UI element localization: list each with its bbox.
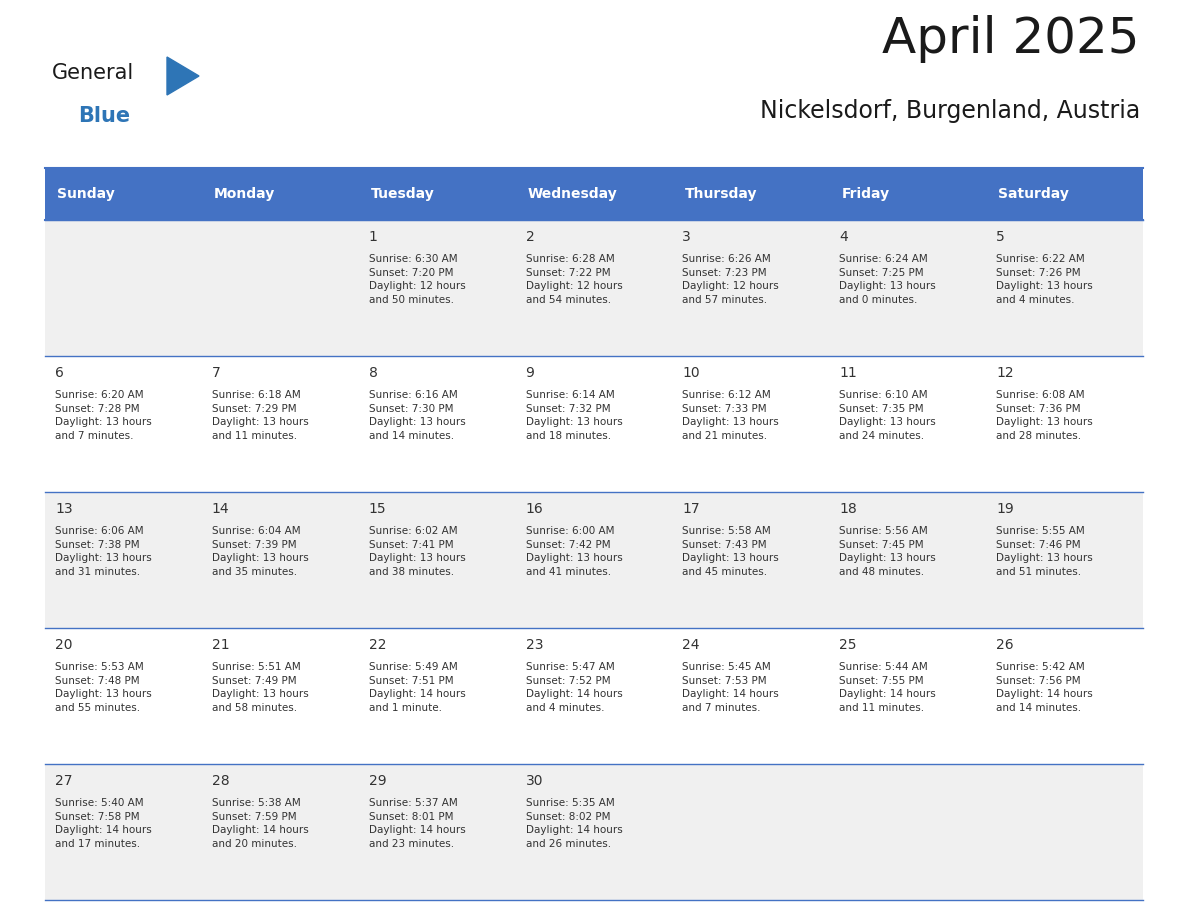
Text: 3: 3 xyxy=(682,230,691,244)
Text: Sunrise: 6:24 AM
Sunset: 7:25 PM
Daylight: 13 hours
and 0 minutes.: Sunrise: 6:24 AM Sunset: 7:25 PM Dayligh… xyxy=(839,254,936,305)
Text: Sunrise: 5:53 AM
Sunset: 7:48 PM
Daylight: 13 hours
and 55 minutes.: Sunrise: 5:53 AM Sunset: 7:48 PM Dayligh… xyxy=(55,662,152,712)
Text: Sunrise: 6:12 AM
Sunset: 7:33 PM
Daylight: 13 hours
and 21 minutes.: Sunrise: 6:12 AM Sunset: 7:33 PM Dayligh… xyxy=(682,390,779,441)
Text: 19: 19 xyxy=(997,502,1013,516)
Text: Tuesday: Tuesday xyxy=(371,187,435,201)
Text: 21: 21 xyxy=(211,638,229,652)
Text: Thursday: Thursday xyxy=(684,187,757,201)
Text: Monday: Monday xyxy=(214,187,276,201)
Text: 4: 4 xyxy=(839,230,848,244)
Text: 18: 18 xyxy=(839,502,857,516)
Text: General: General xyxy=(52,63,134,83)
Bar xyxy=(45,168,1143,220)
Text: Sunrise: 5:49 AM
Sunset: 7:51 PM
Daylight: 14 hours
and 1 minute.: Sunrise: 5:49 AM Sunset: 7:51 PM Dayligh… xyxy=(368,662,466,712)
Text: Sunrise: 5:44 AM
Sunset: 7:55 PM
Daylight: 14 hours
and 11 minutes.: Sunrise: 5:44 AM Sunset: 7:55 PM Dayligh… xyxy=(839,662,936,712)
Text: 5: 5 xyxy=(997,230,1005,244)
Text: April 2025: April 2025 xyxy=(883,15,1140,63)
Text: 1: 1 xyxy=(368,230,378,244)
Text: Sunrise: 5:47 AM
Sunset: 7:52 PM
Daylight: 14 hours
and 4 minutes.: Sunrise: 5:47 AM Sunset: 7:52 PM Dayligh… xyxy=(525,662,623,712)
Text: Sunrise: 6:26 AM
Sunset: 7:23 PM
Daylight: 12 hours
and 57 minutes.: Sunrise: 6:26 AM Sunset: 7:23 PM Dayligh… xyxy=(682,254,779,305)
Text: Sunrise: 6:30 AM
Sunset: 7:20 PM
Daylight: 12 hours
and 50 minutes.: Sunrise: 6:30 AM Sunset: 7:20 PM Dayligh… xyxy=(368,254,466,305)
Bar xyxy=(45,356,1143,492)
Text: Saturday: Saturday xyxy=(998,187,1069,201)
Text: 10: 10 xyxy=(682,366,700,380)
Text: Sunrise: 5:45 AM
Sunset: 7:53 PM
Daylight: 14 hours
and 7 minutes.: Sunrise: 5:45 AM Sunset: 7:53 PM Dayligh… xyxy=(682,662,779,712)
Text: Sunrise: 5:58 AM
Sunset: 7:43 PM
Daylight: 13 hours
and 45 minutes.: Sunrise: 5:58 AM Sunset: 7:43 PM Dayligh… xyxy=(682,526,779,577)
Text: Sunrise: 6:18 AM
Sunset: 7:29 PM
Daylight: 13 hours
and 11 minutes.: Sunrise: 6:18 AM Sunset: 7:29 PM Dayligh… xyxy=(211,390,309,441)
Text: Nickelsdorf, Burgenland, Austria: Nickelsdorf, Burgenland, Austria xyxy=(760,99,1140,123)
Text: 9: 9 xyxy=(525,366,535,380)
Text: 26: 26 xyxy=(997,638,1013,652)
Text: Sunrise: 6:16 AM
Sunset: 7:30 PM
Daylight: 13 hours
and 14 minutes.: Sunrise: 6:16 AM Sunset: 7:30 PM Dayligh… xyxy=(368,390,466,441)
Text: Sunrise: 6:22 AM
Sunset: 7:26 PM
Daylight: 13 hours
and 4 minutes.: Sunrise: 6:22 AM Sunset: 7:26 PM Dayligh… xyxy=(997,254,1093,305)
Text: Sunrise: 6:20 AM
Sunset: 7:28 PM
Daylight: 13 hours
and 7 minutes.: Sunrise: 6:20 AM Sunset: 7:28 PM Dayligh… xyxy=(55,390,152,441)
Text: Sunrise: 5:38 AM
Sunset: 7:59 PM
Daylight: 14 hours
and 20 minutes.: Sunrise: 5:38 AM Sunset: 7:59 PM Dayligh… xyxy=(211,798,309,849)
Text: 6: 6 xyxy=(55,366,64,380)
Text: 14: 14 xyxy=(211,502,229,516)
Text: 7: 7 xyxy=(211,366,221,380)
Text: 8: 8 xyxy=(368,366,378,380)
Bar xyxy=(45,220,1143,356)
Text: Sunrise: 5:35 AM
Sunset: 8:02 PM
Daylight: 14 hours
and 26 minutes.: Sunrise: 5:35 AM Sunset: 8:02 PM Dayligh… xyxy=(525,798,623,849)
Text: 22: 22 xyxy=(368,638,386,652)
Bar xyxy=(45,764,1143,900)
Text: 2: 2 xyxy=(525,230,535,244)
Text: 23: 23 xyxy=(525,638,543,652)
Text: Sunrise: 5:42 AM
Sunset: 7:56 PM
Daylight: 14 hours
and 14 minutes.: Sunrise: 5:42 AM Sunset: 7:56 PM Dayligh… xyxy=(997,662,1093,712)
Text: 30: 30 xyxy=(525,774,543,788)
Text: Blue: Blue xyxy=(78,106,131,126)
Text: 16: 16 xyxy=(525,502,543,516)
Text: Sunrise: 6:04 AM
Sunset: 7:39 PM
Daylight: 13 hours
and 35 minutes.: Sunrise: 6:04 AM Sunset: 7:39 PM Dayligh… xyxy=(211,526,309,577)
Text: 29: 29 xyxy=(368,774,386,788)
Text: Sunrise: 6:08 AM
Sunset: 7:36 PM
Daylight: 13 hours
and 28 minutes.: Sunrise: 6:08 AM Sunset: 7:36 PM Dayligh… xyxy=(997,390,1093,441)
Text: Sunrise: 6:28 AM
Sunset: 7:22 PM
Daylight: 12 hours
and 54 minutes.: Sunrise: 6:28 AM Sunset: 7:22 PM Dayligh… xyxy=(525,254,623,305)
Text: Sunrise: 5:51 AM
Sunset: 7:49 PM
Daylight: 13 hours
and 58 minutes.: Sunrise: 5:51 AM Sunset: 7:49 PM Dayligh… xyxy=(211,662,309,712)
Text: Sunrise: 6:00 AM
Sunset: 7:42 PM
Daylight: 13 hours
and 41 minutes.: Sunrise: 6:00 AM Sunset: 7:42 PM Dayligh… xyxy=(525,526,623,577)
Text: Sunrise: 6:14 AM
Sunset: 7:32 PM
Daylight: 13 hours
and 18 minutes.: Sunrise: 6:14 AM Sunset: 7:32 PM Dayligh… xyxy=(525,390,623,441)
Bar xyxy=(45,492,1143,628)
Polygon shape xyxy=(168,57,200,95)
Bar xyxy=(45,628,1143,764)
Text: 28: 28 xyxy=(211,774,229,788)
Text: Sunrise: 5:40 AM
Sunset: 7:58 PM
Daylight: 14 hours
and 17 minutes.: Sunrise: 5:40 AM Sunset: 7:58 PM Dayligh… xyxy=(55,798,152,849)
Text: 17: 17 xyxy=(682,502,700,516)
Text: Wednesday: Wednesday xyxy=(527,187,618,201)
Text: 13: 13 xyxy=(55,502,72,516)
Text: 11: 11 xyxy=(839,366,857,380)
Text: Sunrise: 6:06 AM
Sunset: 7:38 PM
Daylight: 13 hours
and 31 minutes.: Sunrise: 6:06 AM Sunset: 7:38 PM Dayligh… xyxy=(55,526,152,577)
Text: Sunrise: 5:56 AM
Sunset: 7:45 PM
Daylight: 13 hours
and 48 minutes.: Sunrise: 5:56 AM Sunset: 7:45 PM Dayligh… xyxy=(839,526,936,577)
Text: 20: 20 xyxy=(55,638,72,652)
Text: 15: 15 xyxy=(368,502,386,516)
Text: 25: 25 xyxy=(839,638,857,652)
Text: Friday: Friday xyxy=(841,187,890,201)
Text: Sunrise: 6:02 AM
Sunset: 7:41 PM
Daylight: 13 hours
and 38 minutes.: Sunrise: 6:02 AM Sunset: 7:41 PM Dayligh… xyxy=(368,526,466,577)
Text: Sunrise: 5:37 AM
Sunset: 8:01 PM
Daylight: 14 hours
and 23 minutes.: Sunrise: 5:37 AM Sunset: 8:01 PM Dayligh… xyxy=(368,798,466,849)
Text: 24: 24 xyxy=(682,638,700,652)
Text: Sunday: Sunday xyxy=(57,187,115,201)
Text: 27: 27 xyxy=(55,774,72,788)
Text: Sunrise: 6:10 AM
Sunset: 7:35 PM
Daylight: 13 hours
and 24 minutes.: Sunrise: 6:10 AM Sunset: 7:35 PM Dayligh… xyxy=(839,390,936,441)
Text: Sunrise: 5:55 AM
Sunset: 7:46 PM
Daylight: 13 hours
and 51 minutes.: Sunrise: 5:55 AM Sunset: 7:46 PM Dayligh… xyxy=(997,526,1093,577)
Text: 12: 12 xyxy=(997,366,1013,380)
